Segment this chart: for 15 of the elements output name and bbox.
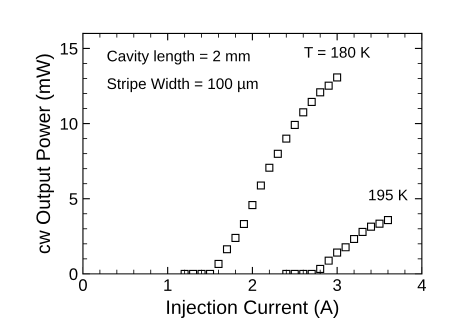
x-tick-label: 2 bbox=[248, 279, 256, 291]
x-tick-label: 4 bbox=[418, 279, 426, 291]
annotation: Cavity length = 2 mm bbox=[107, 50, 250, 64]
x-tick-label: 0 bbox=[78, 279, 87, 291]
y-tick-label: 5 bbox=[69, 193, 78, 205]
y-tick-label: 15 bbox=[60, 43, 78, 55]
legend-label: 195 K bbox=[369, 190, 408, 200]
x-tick-label: 1 bbox=[164, 279, 172, 291]
y-axis-title: cw Output Power (mW) bbox=[36, 54, 54, 254]
y-tick-label: 0 bbox=[69, 268, 78, 280]
x-tick-label: 3 bbox=[333, 279, 342, 291]
x-axis-title: Injection Current (A) bbox=[167, 300, 338, 318]
legend-label: T = 180 K bbox=[304, 46, 370, 58]
y-tick-label: 10 bbox=[60, 118, 78, 130]
annotation: Stripe Width = 100 µm bbox=[107, 78, 258, 92]
